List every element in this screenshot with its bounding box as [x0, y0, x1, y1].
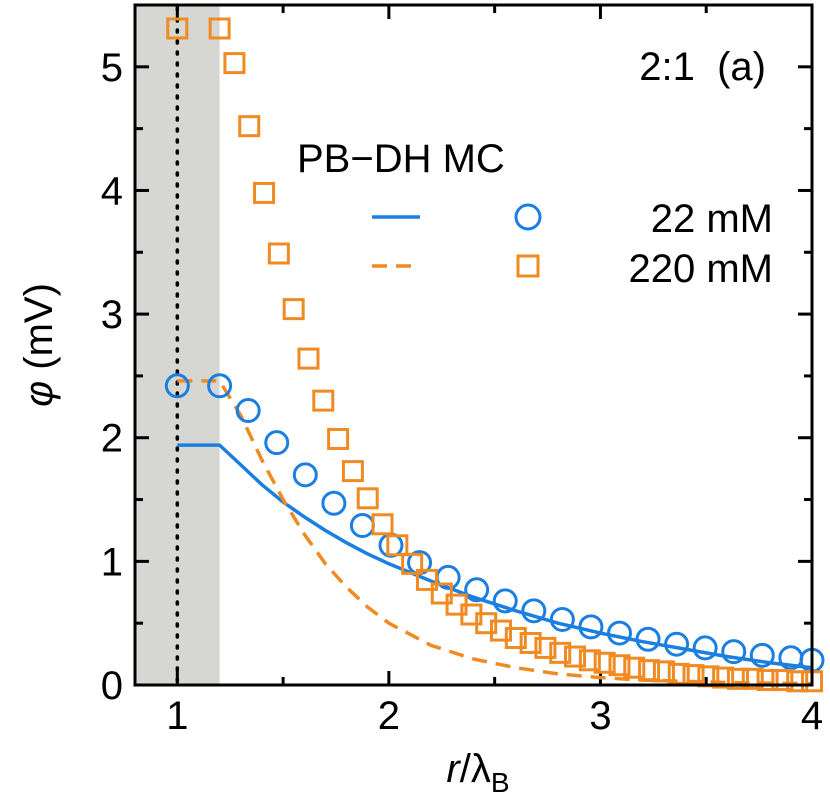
data-point-square — [371, 513, 394, 536]
data-point-circle — [721, 639, 747, 665]
data-point-square — [623, 656, 646, 679]
data-point-square — [297, 347, 320, 370]
data-point-square — [652, 660, 675, 683]
plot-frame — [133, 3, 814, 687]
xtick-label: 4 — [801, 694, 823, 738]
data-point-circle — [549, 606, 575, 632]
data-point-square — [415, 568, 438, 591]
data-point-square — [726, 667, 749, 690]
data-point-square — [771, 669, 794, 692]
data-point-square — [430, 582, 453, 605]
data-point-circle — [692, 635, 718, 661]
data-point-square — [490, 619, 513, 642]
data-point-square — [564, 645, 587, 668]
data-point-square — [712, 666, 735, 689]
data-point-circle — [578, 614, 604, 640]
data-point-circle — [635, 626, 661, 652]
data-point-square — [386, 534, 409, 557]
data-point-square — [756, 669, 779, 692]
data-point-square — [253, 181, 276, 204]
data-point-square — [638, 659, 661, 682]
xtick-label: 2 — [378, 694, 400, 738]
xtick-label: 1 — [166, 694, 188, 738]
ytick-label: 1 — [101, 540, 123, 584]
data-point-square — [341, 460, 364, 483]
data-point-circle — [492, 588, 518, 614]
data-point-square — [741, 667, 764, 690]
xtick-label: 3 — [589, 694, 611, 738]
ytick-label: 0 — [101, 664, 123, 708]
legend-label-220mm: 220 mM — [629, 247, 774, 291]
data-point-circle — [264, 430, 290, 456]
data-point-square — [238, 115, 261, 138]
data-point-circle — [521, 598, 547, 624]
data-point-circle — [235, 398, 261, 424]
panel-annotation: 2:1 (a) — [639, 45, 766, 89]
legend-marker-22mm — [514, 203, 542, 231]
legend-marker-220mm — [516, 254, 540, 278]
data-point-square — [327, 427, 350, 450]
data-point-square — [534, 636, 557, 659]
data-point-square — [312, 389, 335, 412]
data-point-square — [519, 631, 542, 654]
data-point-square — [593, 651, 616, 674]
data-point-circle — [606, 620, 632, 646]
data-point-square — [166, 17, 189, 40]
data-point-square — [786, 670, 809, 693]
ytick-label: 3 — [101, 293, 123, 337]
data-point-square — [356, 487, 379, 510]
ytick-label: 5 — [101, 46, 123, 90]
data-point-square — [549, 641, 572, 664]
data-point-square — [578, 649, 601, 672]
data-point-circle — [378, 532, 404, 558]
x-axis-title: r/λB — [446, 747, 509, 797]
data-point-square — [267, 242, 290, 265]
y-axis-title: φ (mV) — [17, 283, 61, 407]
data-point-circle — [349, 513, 375, 539]
data-point-square — [475, 612, 498, 635]
data-point-square — [608, 654, 631, 677]
data-point-circle — [164, 373, 190, 399]
data-point-circle — [207, 373, 233, 399]
data-point-square — [223, 52, 246, 75]
ytick-label: 2 — [101, 417, 123, 461]
data-point-circle — [464, 577, 490, 603]
legend-header: PB−DH MC — [297, 137, 505, 181]
data-point-square — [504, 627, 527, 650]
data-point-circle — [664, 631, 690, 657]
data-point-circle — [292, 462, 318, 488]
data-point-square — [282, 298, 305, 321]
data-point-circle — [749, 642, 775, 668]
data-point-square — [667, 662, 690, 685]
ytick-label: 4 — [101, 169, 123, 213]
data-point-square — [401, 552, 424, 575]
series-line-220-mm-pb-dh — [177, 379, 812, 685]
legend-label-22mm: 22 mM — [651, 197, 773, 241]
data-point-circle — [321, 490, 347, 516]
data-point-square — [208, 17, 231, 40]
